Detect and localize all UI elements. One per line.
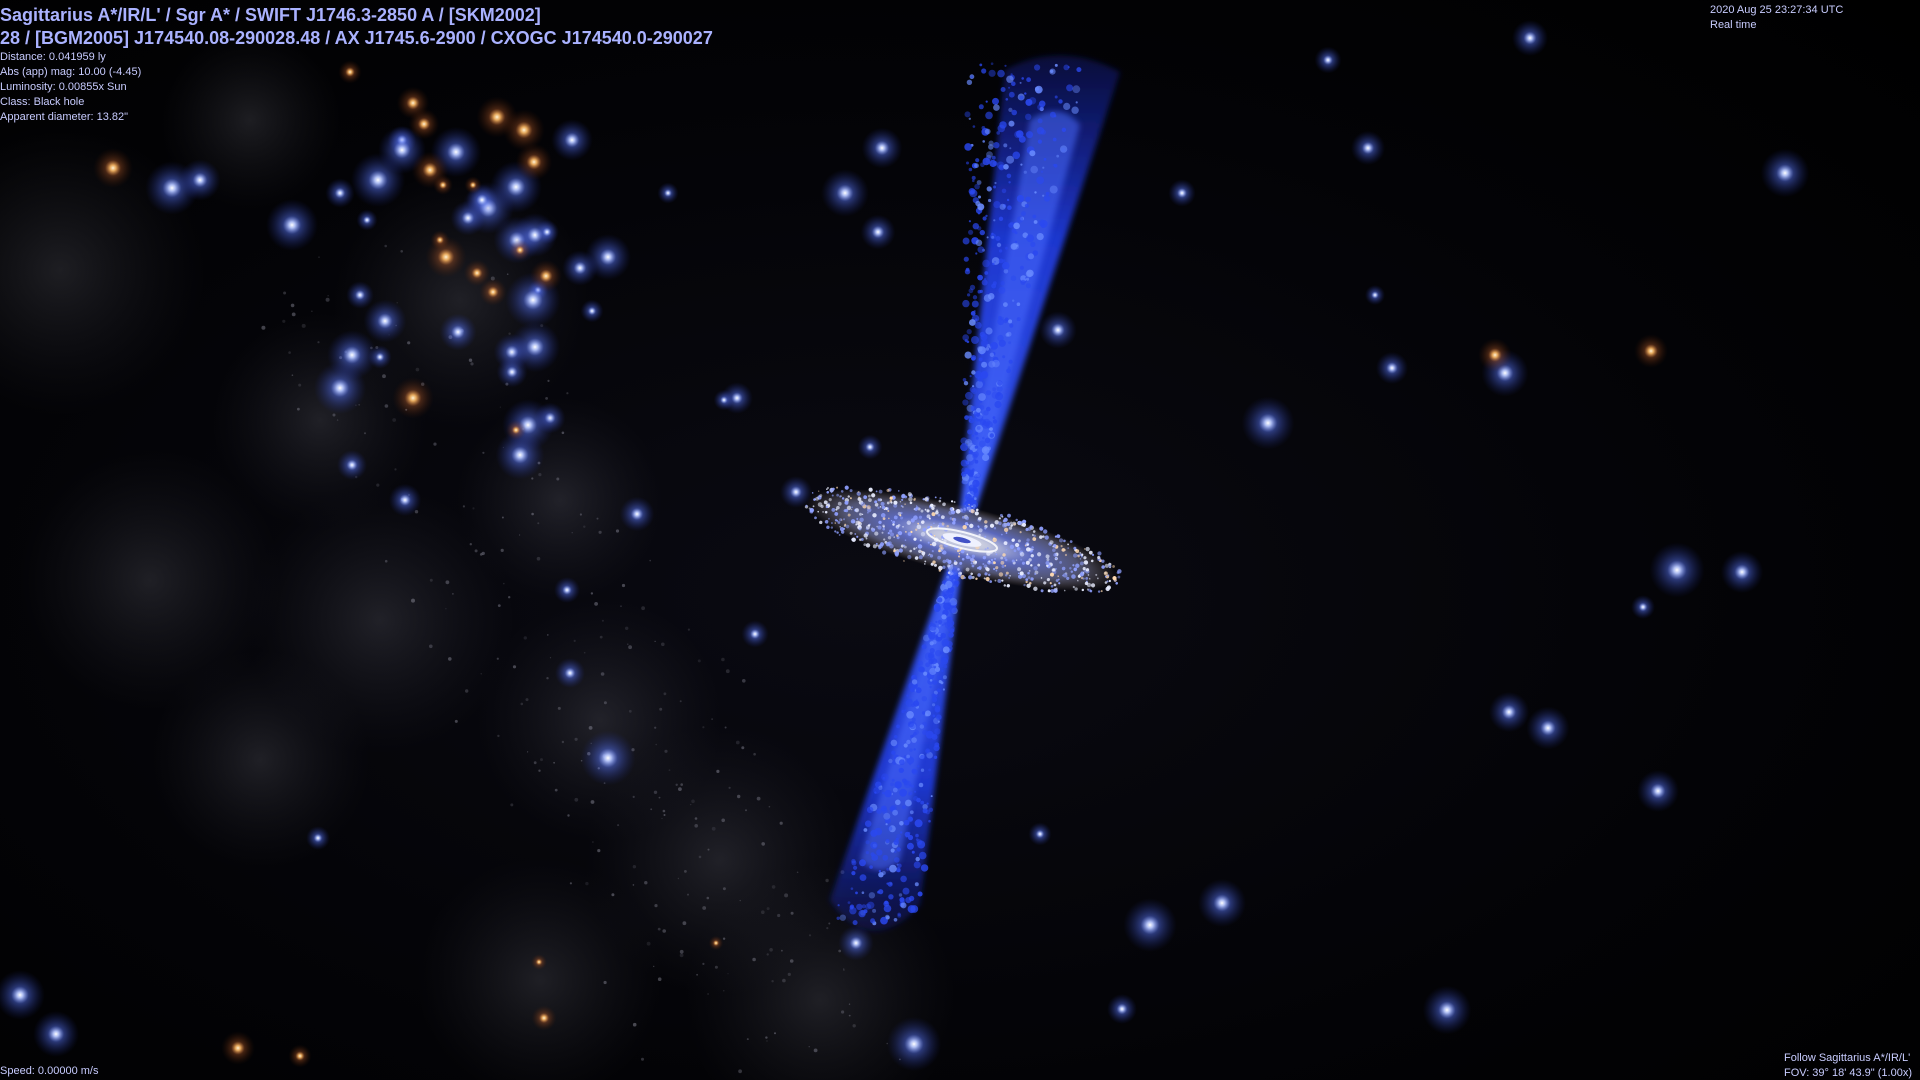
follow-status: Follow Sagittarius A*/IR/L' FOV: 39° 18'…: [1784, 1051, 1912, 1080]
object-distance: Distance: 0.041959 ly: [0, 51, 106, 63]
follow-target: Follow Sagittarius A*/IR/L': [1783, 1052, 1911, 1064]
object-name-line-2: 28 / [BGM2005] J174540.08-290028.48 / AX…: [0, 28, 713, 48]
object-class: Class: Black hole: [0, 96, 85, 108]
object-abs-mag: Abs (app) mag: 10.00 (-4.45): [0, 66, 142, 78]
selected-object-info: Sagittarius A*/IR/L' / Sgr A* / SWIFT J1…: [0, 4, 900, 125]
relativistic-jet-upper: [960, 55, 1120, 513]
galactic-haze: [0, 29, 956, 1080]
speed-readout: Speed: 0.00000 m/s: [0, 1065, 99, 1077]
time-rate: Real time: [1710, 19, 1757, 31]
object-luminosity: Luminosity: 0.00855x Sun: [0, 81, 127, 93]
accretion-disk: [804, 485, 1122, 593]
simulation-time: 2020 Aug 25 23:27:34 UTC Real time: [1710, 3, 1843, 33]
time-datetime: 2020 Aug 25 23:27:34 UTC: [1710, 4, 1844, 16]
field-of-view: FOV: 39° 18' 43.9" (1.00x): [1783, 1067, 1912, 1079]
object-name-line-1: Sagittarius A*/IR/L' / Sgr A* / SWIFT J1…: [0, 5, 541, 25]
star-field: [0, 19, 1810, 1072]
object-apparent-diameter: Apparent diameter: 13.82": [0, 111, 129, 123]
relativistic-jet-lower: [830, 565, 962, 932]
black-hole-core[interactable]: [956, 534, 968, 546]
